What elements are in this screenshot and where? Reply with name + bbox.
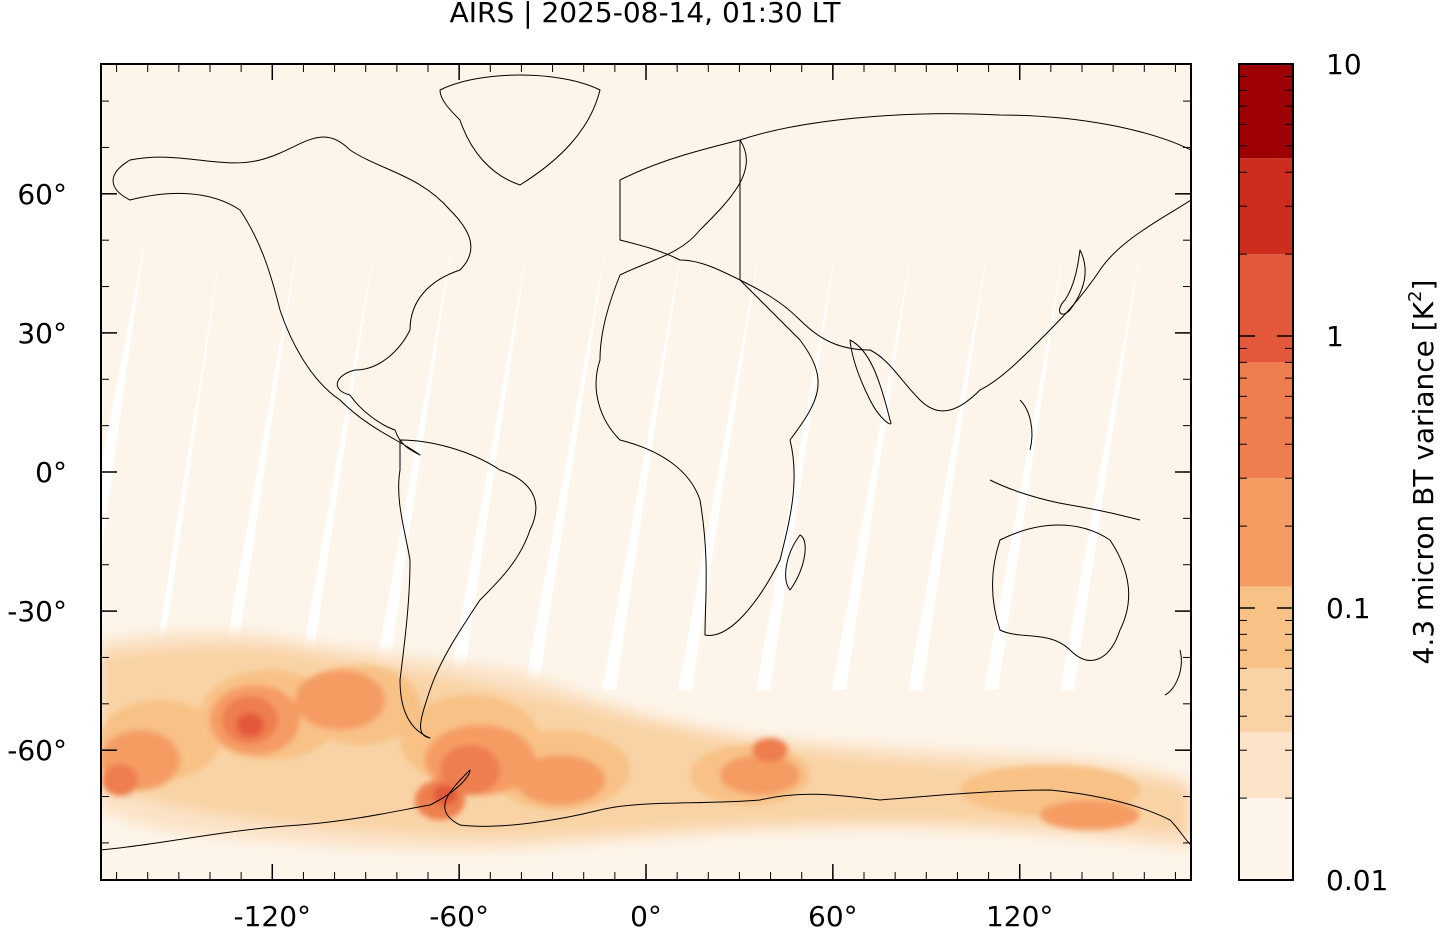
variance-field <box>101 630 1191 852</box>
colorbar-segment <box>1239 798 1293 880</box>
x-tick-label: 120° <box>986 900 1053 930</box>
x-tick-label: 60° <box>808 900 858 930</box>
y-tick-label: 30° <box>17 317 67 350</box>
map-title: AIRS | 2025-08-14, 01:30 LT <box>449 0 841 29</box>
colorbar-segment <box>1239 64 1293 159</box>
colorbar-segment <box>1239 158 1293 255</box>
x-tick-label: 0° <box>630 900 662 930</box>
y-tick-label: -60° <box>7 734 67 767</box>
x-tick-label: -120° <box>234 900 312 930</box>
colorbar-segment <box>1239 254 1293 363</box>
colorbar-tick-label: 0.1 <box>1326 592 1371 625</box>
colorbar: 10 1 0.1 0.01 <box>1238 48 1388 897</box>
axis-layer: 60° 30° 0° -30° -60° -120° -60° 0° 60° 120° <box>7 64 1191 930</box>
y-tick-label: 0° <box>35 456 67 489</box>
colorbar-segment <box>1239 362 1293 479</box>
colorbar-tick-label: 0.01 <box>1326 864 1388 897</box>
colorbar-label: 4.3 micron BT variance [K2] <box>1405 280 1440 665</box>
colorbar-segment <box>1239 668 1293 733</box>
coastlines <box>101 74 1191 851</box>
colorbar-segment <box>1239 586 1293 669</box>
y-tick-label: 60° <box>17 178 67 211</box>
colorbar-tick-label: 10 <box>1326 48 1362 81</box>
colorbar-segment <box>1239 732 1293 799</box>
colorbar-tick-label: 1 <box>1326 320 1344 353</box>
y-tick-label: -30° <box>7 595 67 628</box>
x-tick-label: -60° <box>429 900 489 930</box>
colorbar-frame <box>1238 63 1294 881</box>
swath-gaps <box>101 240 1140 690</box>
colorbar-segment <box>1239 478 1293 587</box>
